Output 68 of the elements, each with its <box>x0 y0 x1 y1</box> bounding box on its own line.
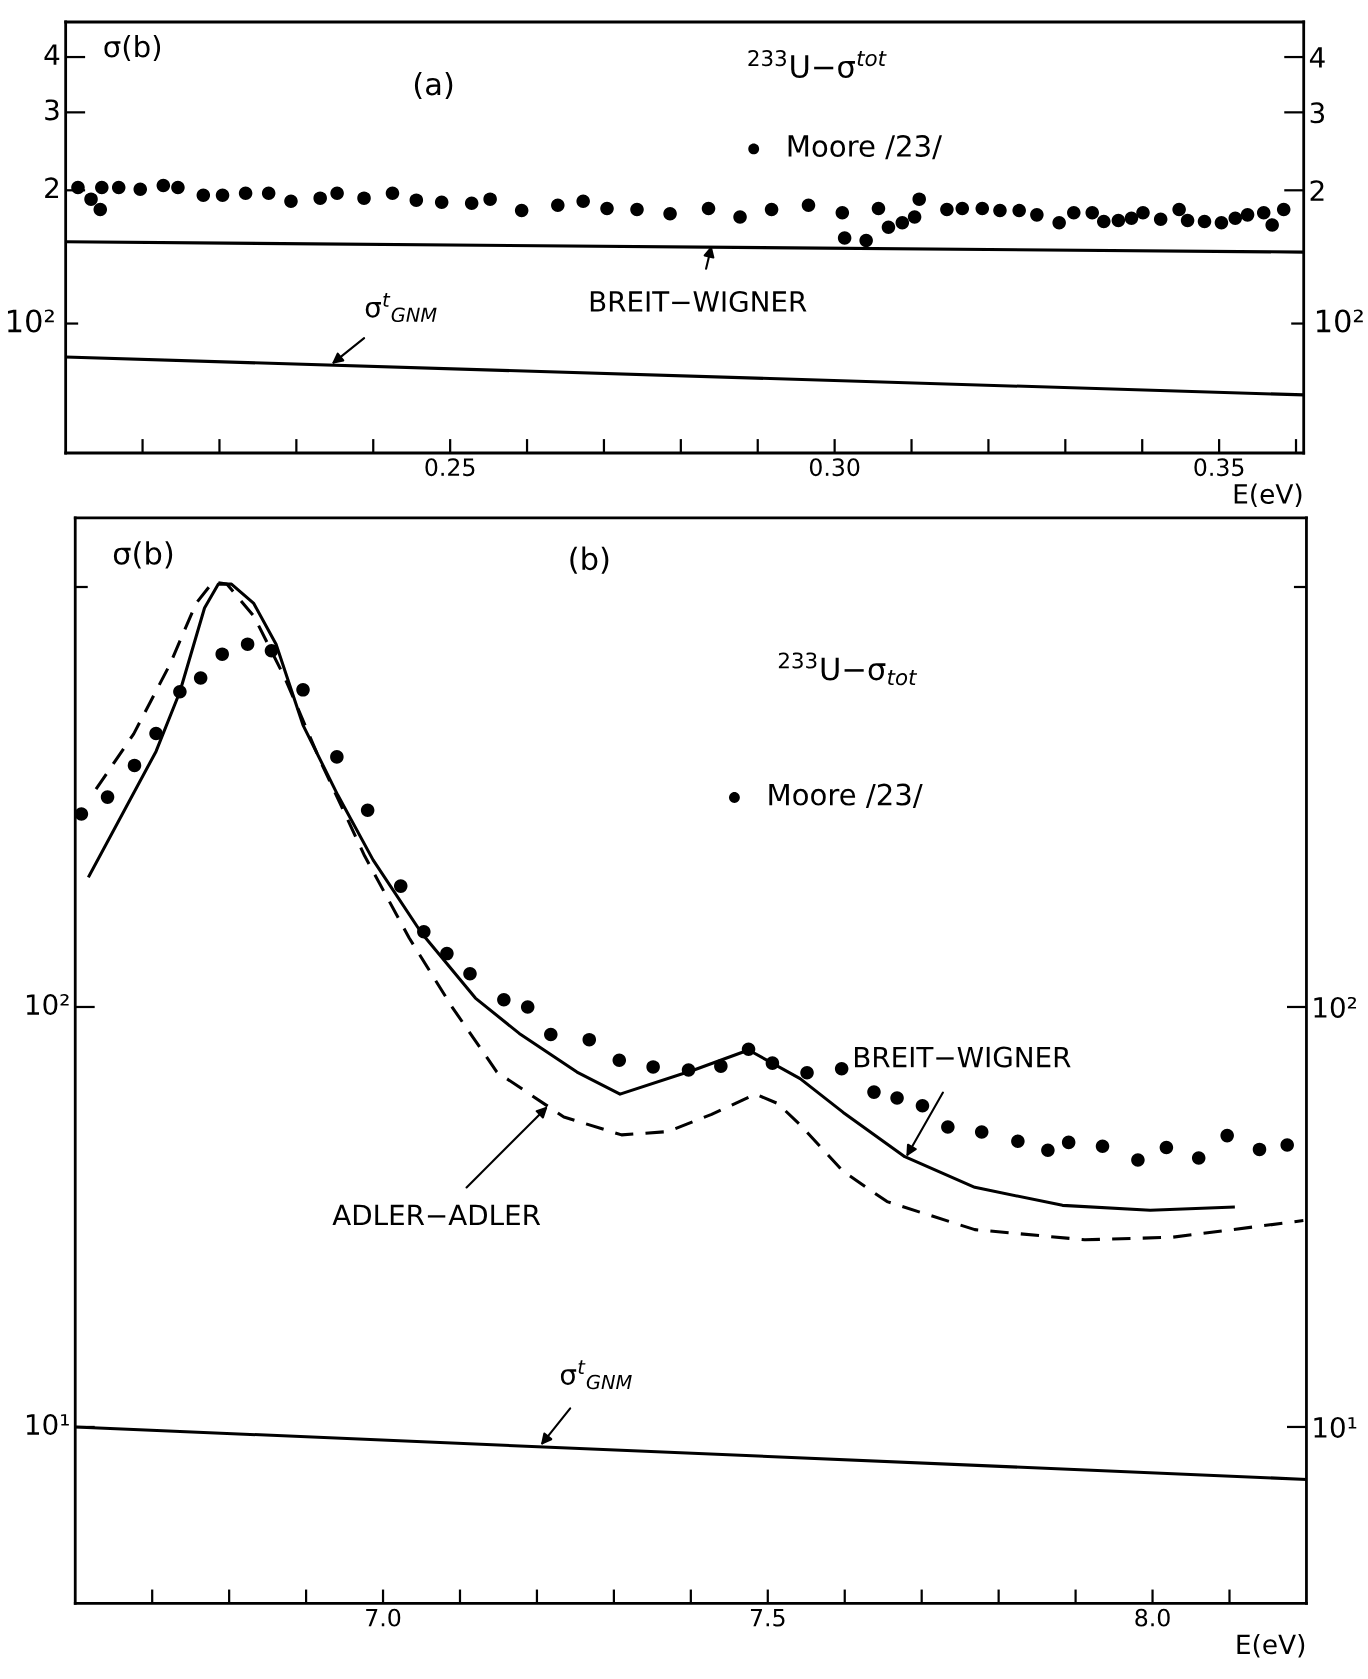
point <box>264 643 279 658</box>
point <box>127 758 142 773</box>
point <box>915 1098 930 1113</box>
x-axis-title: E(eV) <box>1237 1633 1305 1658</box>
point <box>215 647 229 661</box>
point <box>1280 1138 1294 1152</box>
annotation: σ$^{t}$$_{GNM}$ <box>365 293 437 323</box>
annotation: $^{233}$U−σ$^{tot}$ <box>748 50 887 79</box>
point <box>612 1053 627 1067</box>
point <box>1220 1128 1234 1143</box>
point <box>296 683 310 697</box>
point <box>100 790 115 804</box>
point <box>765 1056 780 1070</box>
point <box>714 1059 728 1073</box>
point <box>463 966 477 981</box>
point <box>1159 1140 1174 1155</box>
point <box>393 879 408 893</box>
point <box>544 1027 558 1042</box>
point <box>890 1091 904 1105</box>
point <box>582 1032 597 1047</box>
point <box>149 726 163 741</box>
point <box>741 1042 756 1057</box>
point <box>1095 1139 1110 1154</box>
point <box>240 637 255 651</box>
point <box>1061 1135 1076 1150</box>
y-tick-label: 2 <box>1310 180 1324 201</box>
point <box>834 1061 849 1076</box>
point <box>193 671 208 685</box>
annotation: (a) <box>414 71 453 100</box>
legend-label: Moore /23/ <box>769 783 923 808</box>
point <box>1191 1151 1206 1165</box>
point <box>1041 1143 1055 1157</box>
x-tick-label: 7.0 <box>366 1608 401 1627</box>
y-tick-label: 3 <box>1310 102 1325 124</box>
annotation: ADLER−ADLER <box>332 1204 541 1226</box>
point <box>497 993 511 1007</box>
annotation: (b) <box>570 546 609 574</box>
point <box>974 1125 989 1139</box>
point <box>1011 1134 1025 1148</box>
annotation: σ$^{t}$$_{GNM}$ <box>560 1360 632 1390</box>
point <box>360 803 375 818</box>
x-axis-title: E(eV) <box>1234 483 1302 508</box>
point <box>646 1060 660 1074</box>
x-tick-label: 0.25 <box>425 458 475 477</box>
annotation: BREIT−WIGNER <box>855 1046 1071 1068</box>
point <box>867 1085 881 1099</box>
point <box>941 1120 955 1134</box>
x-tick-label: 8.0 <box>1135 1608 1170 1627</box>
y-tick-label: 4 <box>1309 47 1325 68</box>
point <box>681 1063 696 1077</box>
point <box>800 1066 814 1080</box>
point <box>75 807 89 821</box>
x-tick-label: 0.35 <box>1194 458 1244 477</box>
x-tick-label: 7.5 <box>750 1609 785 1627</box>
point <box>440 946 454 961</box>
annotation: $^{233}$U−σ$_{tot}$ <box>778 652 918 686</box>
point <box>330 750 344 764</box>
text: 10² <box>7 309 54 333</box>
point <box>173 685 187 699</box>
point <box>520 1000 535 1014</box>
annotation: BREIT−WIGNER <box>590 290 807 312</box>
point <box>1131 1153 1145 1167</box>
x-tick-label: 0.30 <box>809 458 860 477</box>
annotation: σ(b) <box>113 541 173 569</box>
point <box>1252 1142 1267 1157</box>
y-axis-title: σ(b) <box>104 34 161 61</box>
point <box>417 925 431 939</box>
legend-label: Moore /23/ <box>788 134 942 160</box>
